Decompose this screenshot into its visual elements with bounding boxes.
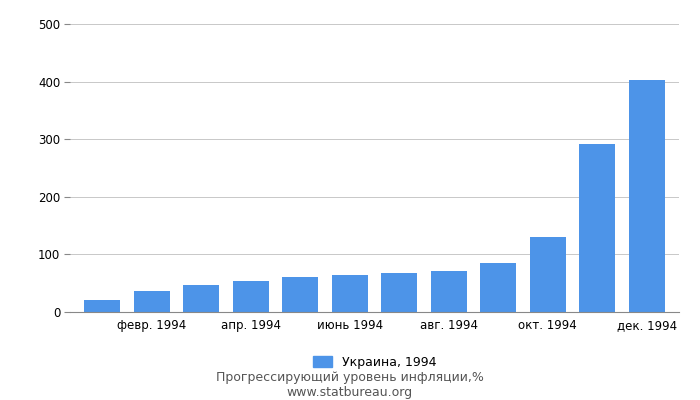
Bar (282, 278, 318, 312)
Bar (134, 291, 169, 312)
Bar (233, 282, 269, 312)
Text: www.statbureau.org: www.statbureau.org (287, 386, 413, 399)
Bar (480, 263, 516, 312)
Bar (431, 270, 467, 312)
Bar (85, 300, 120, 312)
Legend: Украина, 1994: Украина, 1994 (313, 356, 436, 369)
Bar (183, 285, 219, 312)
Bar (629, 80, 664, 312)
Bar (332, 274, 368, 312)
Bar (530, 237, 566, 312)
Bar (580, 144, 615, 312)
Text: Прогрессирующий уровень инфляции,%: Прогрессирующий уровень инфляции,% (216, 372, 484, 384)
Bar (382, 273, 417, 312)
